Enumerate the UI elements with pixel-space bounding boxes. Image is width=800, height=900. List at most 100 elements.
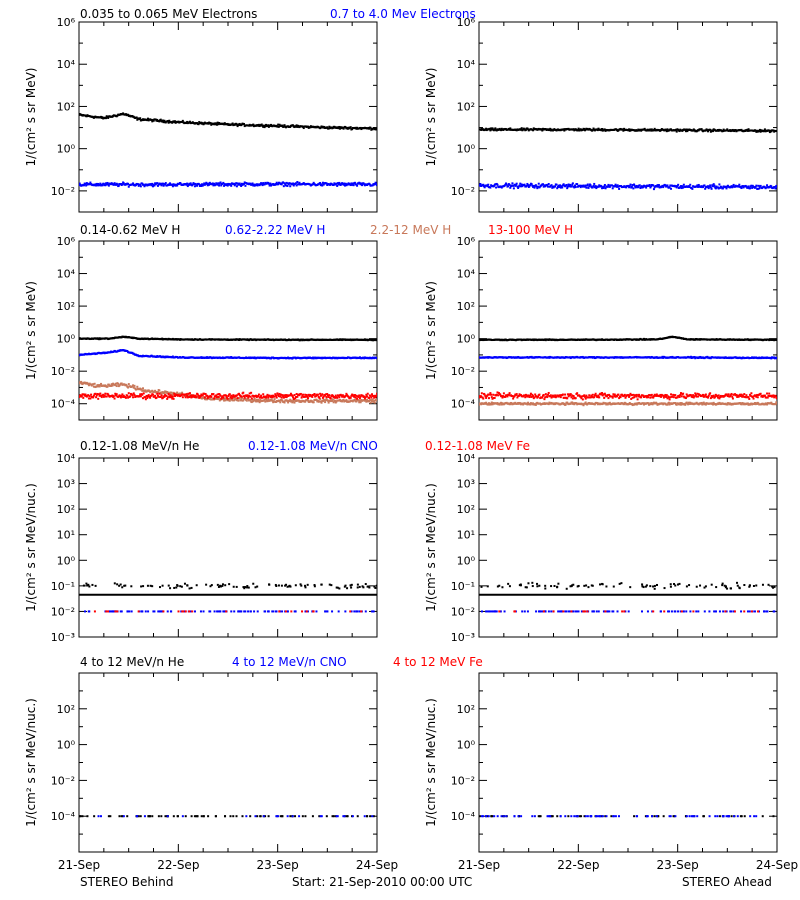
data-point [284,395,287,398]
data-point [566,185,569,188]
y-tick-label: 10² [57,300,75,313]
data-point [267,398,270,401]
data-point [114,382,117,385]
data-point [335,400,338,403]
data-point [675,185,678,188]
data-point [252,183,255,186]
data-point [136,118,139,121]
data-point [166,396,169,399]
data-point [635,184,638,187]
data-point [194,394,197,397]
data-point [694,392,697,395]
data-point [263,398,266,401]
data-point [131,394,134,397]
data-point [139,117,142,120]
data-point [656,184,659,187]
data-point [156,118,159,121]
data-point [576,129,579,132]
data-point [519,182,522,185]
data-point [292,182,295,185]
data-point [666,397,669,400]
data-point [532,185,535,188]
data-point [652,396,655,399]
data-point [509,403,512,406]
data-point [531,393,534,396]
data-point [607,397,610,400]
data-point [572,128,575,131]
data-point [162,184,165,187]
data-point [689,355,692,358]
data-point [530,183,533,186]
data-point [590,394,593,397]
data-point [776,130,777,133]
data-point [637,186,640,189]
data-point [374,181,377,184]
data-point [260,123,263,126]
data-point [546,396,549,399]
data-point [636,398,639,401]
data-point [100,382,103,385]
data-point [226,397,229,400]
data-point [99,392,102,395]
data-point [669,396,672,399]
data-point [730,185,733,188]
data-point [285,181,288,184]
data-point [687,403,690,406]
data-point [630,394,633,397]
data-point [711,185,714,188]
data-point [588,394,591,397]
data-point [355,400,358,403]
data-point [359,395,362,398]
y-tick-label: 10⁻² [451,185,475,198]
data-point [98,183,101,186]
data-point [159,118,162,121]
data-point [499,393,502,396]
data-point [741,402,744,405]
data-point [181,393,184,396]
data-point [274,393,277,396]
data-point [538,393,541,396]
data-point [144,396,147,399]
data-point [81,393,84,396]
data-point [635,395,638,398]
data-point [337,394,340,397]
data-point [591,393,594,396]
data-point [717,403,720,406]
data-point [186,394,189,397]
data-point [581,395,584,398]
data-point [282,395,285,398]
data-point [519,185,522,188]
data-point [365,393,368,396]
data-point [679,185,682,188]
data-point [500,401,503,404]
data-point [376,399,377,402]
data-point [633,183,636,186]
data-point [107,383,110,386]
data-point [496,183,499,186]
data-point [114,394,117,397]
data-point [158,389,161,392]
data-point [82,393,85,396]
data-point [271,399,274,402]
data-point [559,184,562,187]
data-point [132,182,135,185]
data-point [774,187,777,190]
data-point [81,383,84,386]
data-point [587,186,590,189]
data-point [186,185,189,188]
data-point [212,184,215,187]
data-point [542,183,545,186]
data-point [742,186,745,189]
data-point [697,395,700,398]
data-point [655,185,658,188]
data-point [237,399,240,402]
data-point [265,396,268,399]
data-point [156,394,159,397]
data-point [159,391,162,394]
data-point [209,122,212,125]
data-point [587,396,590,399]
data-point [661,184,664,187]
series-0-7-to-4-0-mev-electrons [479,182,777,191]
